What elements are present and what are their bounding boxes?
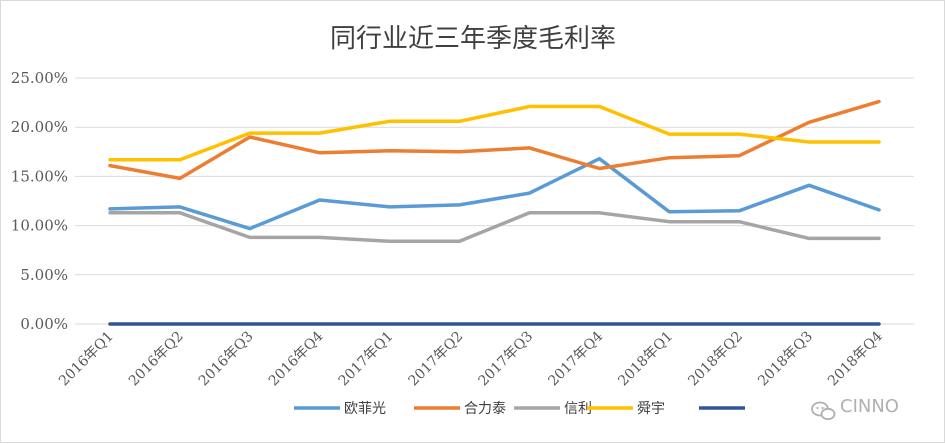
legend: 欧菲光 合力泰 信利 舜宇: [294, 401, 745, 417]
series-line: [108, 211, 881, 244]
series-line: [108, 99, 881, 181]
y-tick-label: 15.00%: [11, 167, 68, 185]
series-line: [108, 156, 881, 231]
legend-label: 欧菲光: [344, 401, 386, 417]
x-tick-label: 2016年Q3: [196, 329, 257, 390]
chart-title: 同行业近三年季度毛利率: [330, 24, 616, 54]
y-tick-label: 25.00%: [11, 69, 68, 87]
series-line: [108, 104, 881, 162]
x-tick-label: 2016年Q4: [266, 328, 327, 389]
y-axis-tick-labels: 0.00% 5.00% 10.00% 15.00% 20.00% 25.00%: [11, 69, 68, 333]
y-tick-label: 0.00%: [20, 315, 68, 333]
y-tick-label: 20.00%: [11, 118, 68, 136]
x-tick-label: 2016年Q2: [126, 329, 187, 390]
x-tick-label: 2018年Q2: [685, 329, 746, 390]
x-axis-tick-labels: 2016年Q1 2016年Q2 2016年Q3 2016年Q4 2017年Q1 2017年…: [56, 328, 886, 389]
x-tick-label: 2017年Q3: [475, 329, 536, 390]
x-tick-label: 2018年Q1: [615, 329, 676, 390]
watermark: CINNO: [811, 396, 899, 421]
legend-label: 信利: [564, 401, 592, 417]
legend-label: 合力泰: [464, 401, 506, 417]
x-tick-label: 2017年Q1: [336, 329, 397, 390]
y-tick-label: 5.00%: [20, 266, 68, 284]
x-tick-label: 2017年Q2: [406, 329, 467, 390]
legend-label: 舜宇: [637, 401, 665, 417]
y-tick-label: 10.00%: [11, 217, 68, 235]
x-tick-label: 2017年Q4: [545, 328, 606, 389]
x-tick-label: 2018年Q3: [755, 329, 816, 390]
x-tick-label: 2016年Q1: [56, 329, 117, 390]
watermark-text: CINNO: [840, 396, 899, 417]
series-lines: [108, 99, 881, 326]
wechat-icon: [811, 401, 836, 421]
x-tick-label: 2018年Q4: [825, 328, 886, 389]
